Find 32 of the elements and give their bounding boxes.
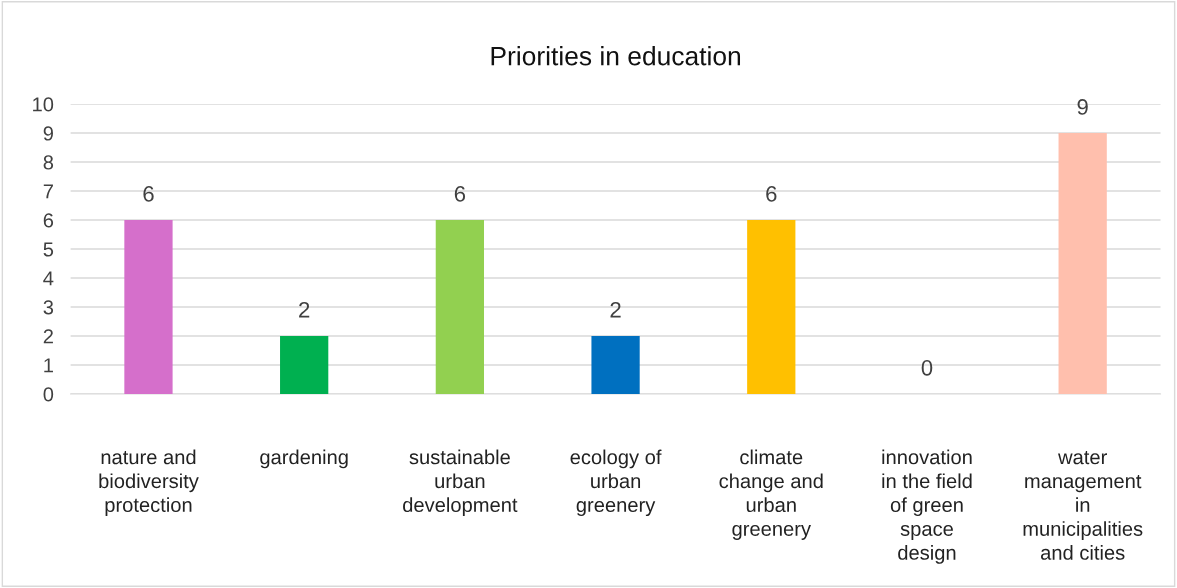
x-tick-label: nature and biodiversity protection xyxy=(99,449,199,517)
y-tick-label: 0 xyxy=(43,387,54,402)
bar xyxy=(124,220,173,394)
y-tick-label: 1 xyxy=(44,358,53,373)
x-tick-label: water management in municipalities and cities xyxy=(1023,451,1143,560)
data-label: 2 xyxy=(299,301,310,318)
chart-title: Priorities in education xyxy=(491,46,741,66)
y-tick-label: 7 xyxy=(43,184,53,199)
y-tick-label: 10 xyxy=(33,97,54,112)
y-tick-label: 5 xyxy=(43,242,54,257)
data-label: 6 xyxy=(454,186,466,202)
data-label: 6 xyxy=(143,186,154,202)
bar xyxy=(435,220,484,394)
data-label: 9 xyxy=(1077,99,1088,115)
x-tick-label: climate change and urban greenery xyxy=(719,449,823,540)
data-label: 2 xyxy=(610,301,621,318)
bar xyxy=(280,335,329,394)
x-tick-label: gardening xyxy=(260,449,348,469)
y-tick-label: 8 xyxy=(43,155,54,170)
bar xyxy=(747,220,796,394)
y-tick-label: 9 xyxy=(43,126,53,141)
x-tick-label: ecology of urban greenery xyxy=(570,449,662,517)
y-tick-label: 6 xyxy=(43,213,54,228)
bar xyxy=(591,335,640,394)
data-label: 6 xyxy=(766,186,777,202)
y-tick-label: 3 xyxy=(43,300,54,315)
x-tick-label: innovation in the field of green space design xyxy=(882,449,972,564)
y-tick-label: 2 xyxy=(43,329,53,344)
x-tick-label: sustainable urban development xyxy=(403,449,518,517)
y-tick-label: 4 xyxy=(43,271,54,286)
bar xyxy=(1058,133,1107,394)
data-label: 0 xyxy=(921,359,933,376)
